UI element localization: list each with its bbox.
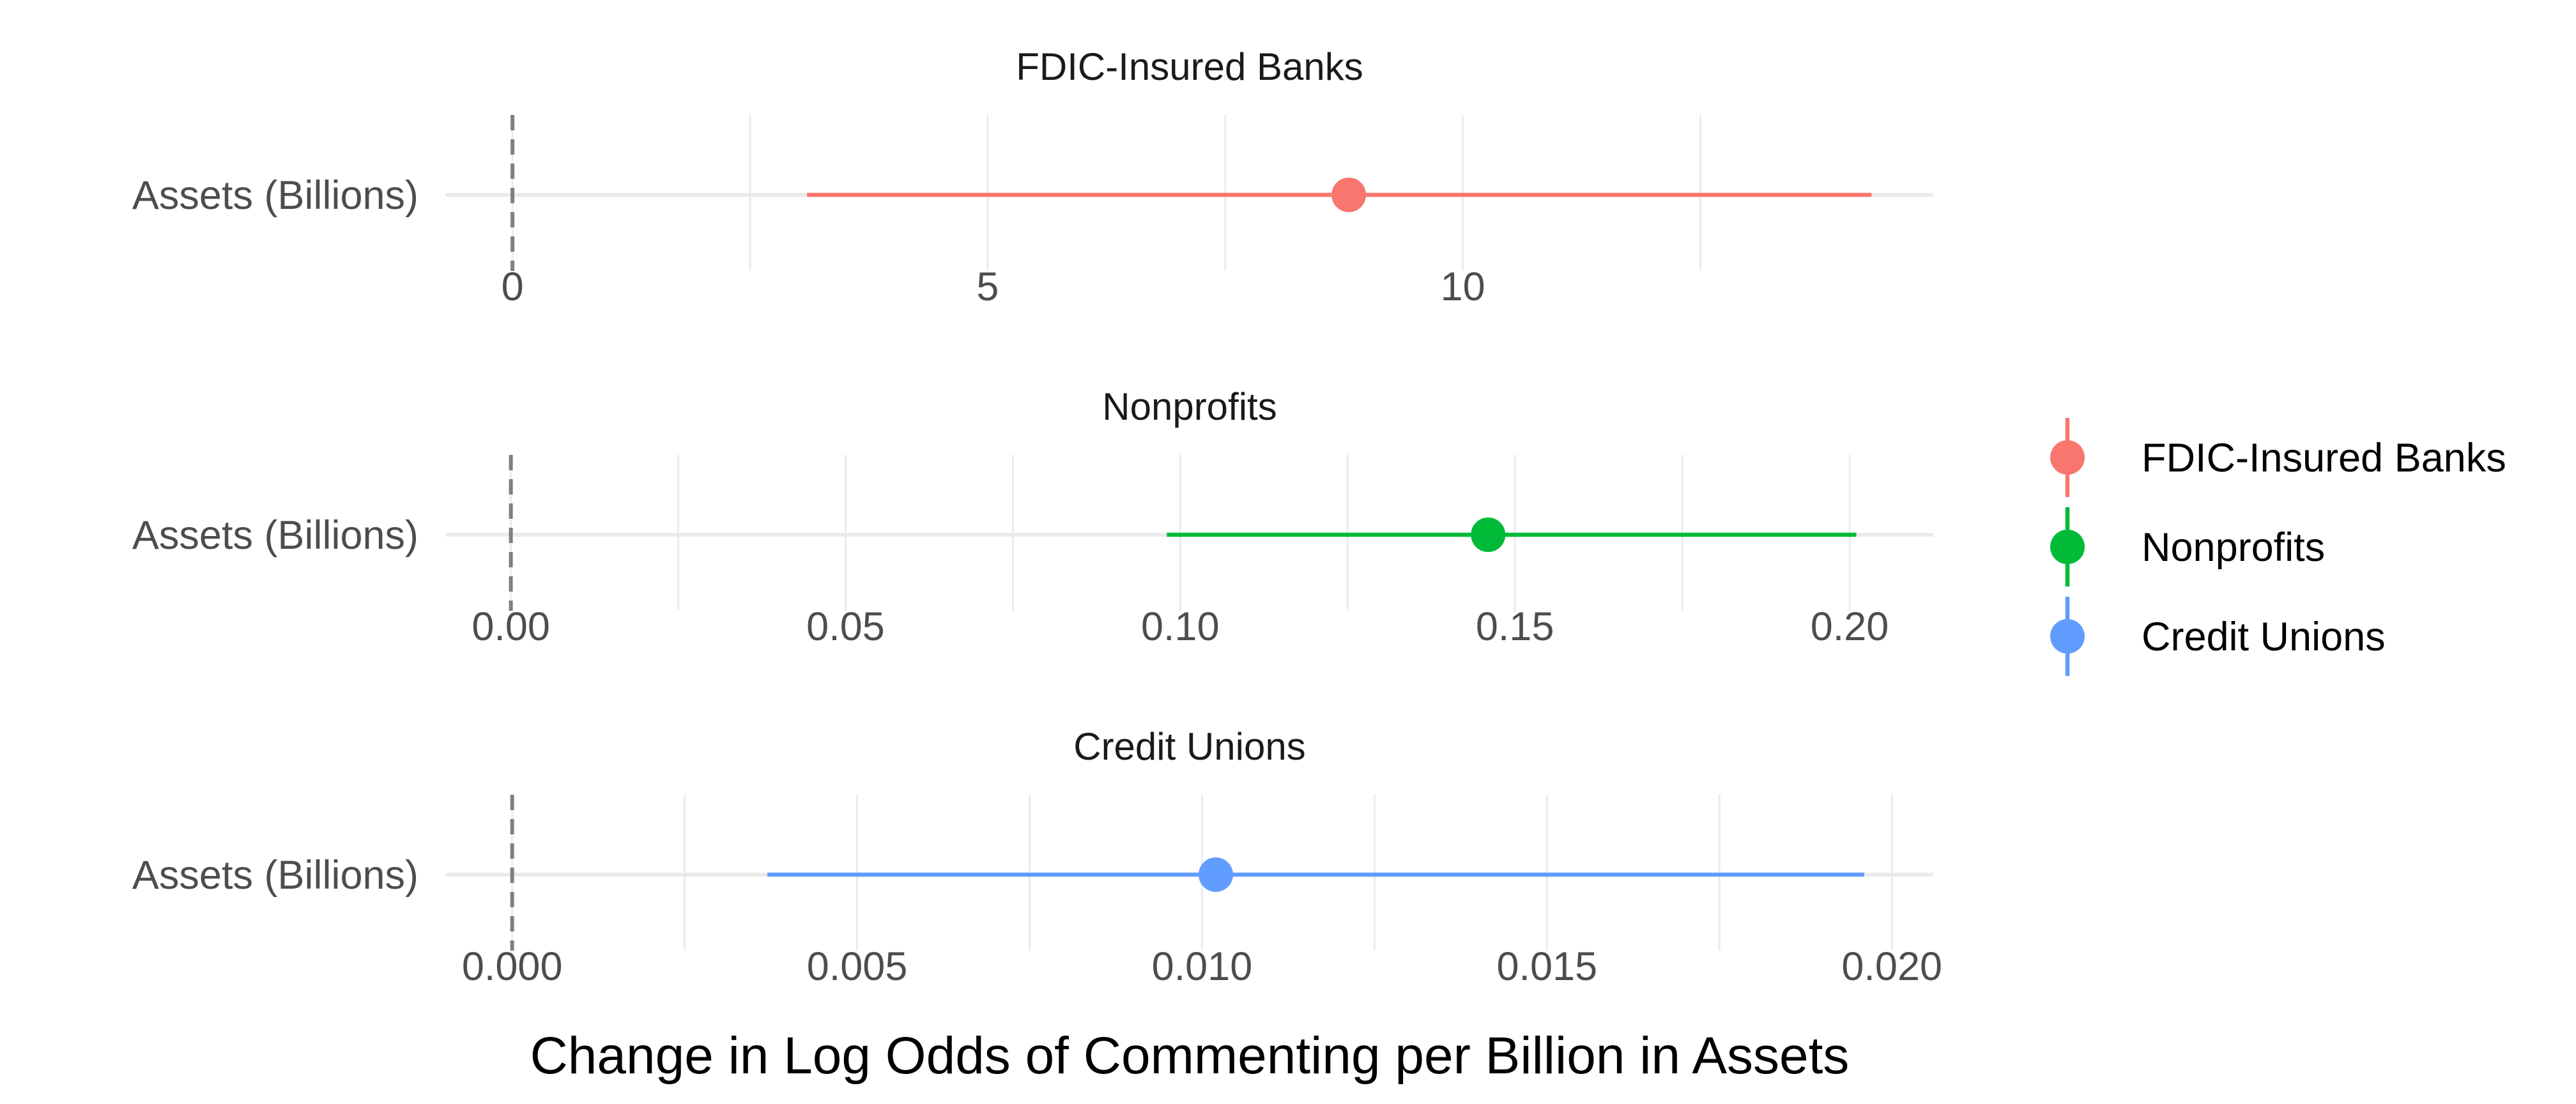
tick-label: 0.020: [1841, 944, 1942, 989]
tick-label: 0.20: [1811, 604, 1889, 649]
panel-title: Nonprofits: [1102, 385, 1276, 428]
tick-label: 0.005: [807, 944, 908, 989]
point-estimate: [1331, 178, 1367, 212]
category-label: Assets (Billions): [132, 853, 418, 898]
panel-title: Credit Unions: [1073, 725, 1306, 768]
legend-entry: FDIC-Insured Banks: [2050, 418, 2506, 497]
tick-label: 0.10: [1141, 604, 1220, 649]
tick-label: 0.00: [471, 604, 550, 649]
panel-1: FDIC-Insured Banks Assets (Billions) 0 5 10: [132, 45, 1933, 309]
tick-label: 5: [976, 264, 999, 309]
panel-2: Nonprofits Assets (Billions) 0.00 0.05 0.10 0…: [132, 385, 1933, 649]
legend-key-point: [2050, 619, 2085, 654]
point-estimate: [1471, 518, 1506, 552]
x-axis-title: Change in Log Odds of Commenting per Bil…: [530, 1027, 1850, 1085]
tick-label: 0: [502, 264, 524, 309]
legend-entry: Credit Unions: [2050, 597, 2386, 676]
legend-label: Credit Unions: [2142, 615, 2386, 659]
point-estimate: [1199, 857, 1234, 892]
panel-3: Credit Unions Assets (Billions) 0.000 0.005…: [132, 725, 1942, 989]
tick-label: 0.05: [806, 604, 885, 649]
tick-label: 0.010: [1152, 944, 1253, 989]
category-label: Assets (Billions): [132, 513, 418, 558]
panels: FDIC-Insured Banks Assets (Billions) 0 5 10 N…: [132, 45, 1942, 989]
category-label: Assets (Billions): [132, 173, 418, 218]
tick-label: 0.015: [1496, 944, 1597, 989]
legend-key-point: [2050, 530, 2085, 564]
tick-label: 10: [1441, 264, 1485, 309]
tick-label: 0.15: [1476, 604, 1554, 649]
legend-key-point: [2050, 440, 2085, 475]
legend: FDIC-Insured Banks Nonprofits Credit Union…: [2050, 418, 2506, 676]
legend-label: Nonprofits: [2142, 525, 2325, 570]
panel-title: FDIC-Insured Banks: [1016, 45, 1363, 88]
legend-label: FDIC-Insured Banks: [2142, 436, 2506, 480]
legend-entry: Nonprofits: [2050, 507, 2325, 586]
tick-label: 0.000: [462, 944, 563, 989]
